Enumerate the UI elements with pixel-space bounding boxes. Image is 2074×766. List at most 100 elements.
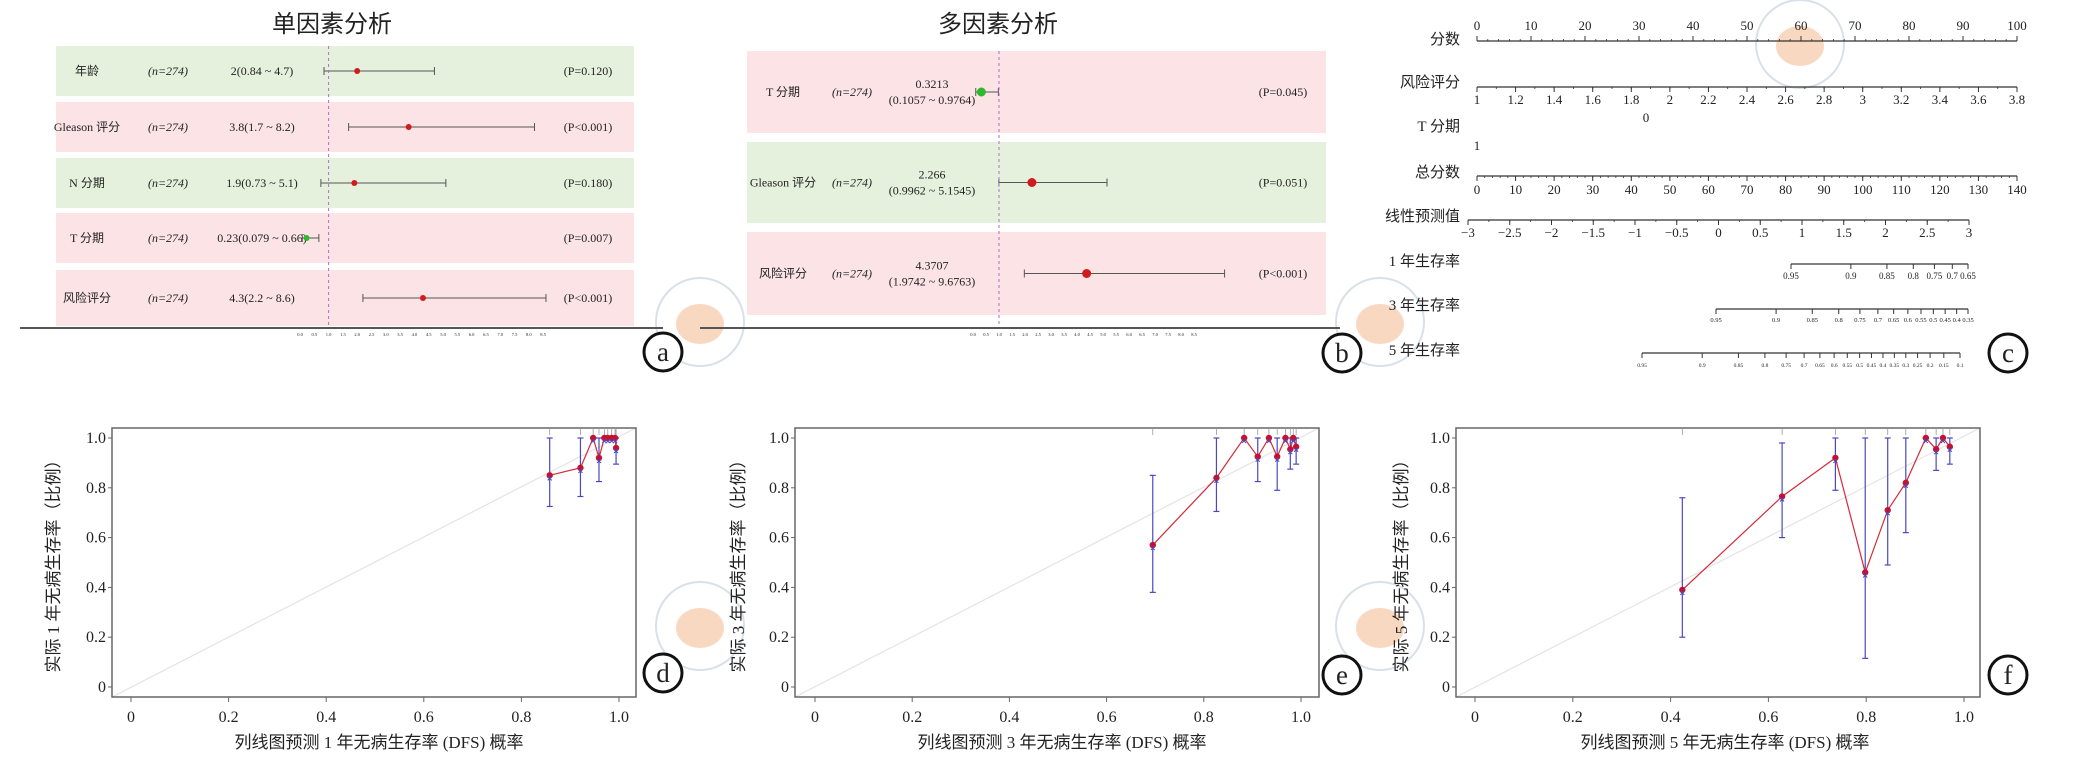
y-axis-label: 实际 3 年无病生存率（比例） <box>729 452 748 673</box>
nomogram-tick-label: 1.4 <box>1546 92 1563 107</box>
forest-axis-tick-label: 8.5 <box>540 332 546 337</box>
forest-row-ci: (0.1057 ~ 0.9764) <box>889 93 975 107</box>
y-tick-label: 0.4 <box>86 579 106 596</box>
seal-watermark-icon <box>1335 277 1425 367</box>
nomogram-tick-label: 0.95 <box>1783 271 1799 281</box>
forest-row-pvalue: (P=0.051) <box>1259 176 1307 190</box>
y-tick-label: 0.8 <box>769 480 789 497</box>
bias-corrected-marker <box>1947 447 1953 453</box>
nomogram-tick-label: 3.8 <box>2009 92 2025 107</box>
observed-point <box>612 444 620 452</box>
forest-row-n: (n=274) <box>148 64 188 78</box>
forest-axis-tick-label: 7.5 <box>512 332 518 337</box>
nomogram-tick-label: 0.55 <box>1842 363 1852 369</box>
bias-corrected-marker <box>1885 510 1891 516</box>
x-tick-label: 0.2 <box>219 709 239 726</box>
forest-row-label: Gleason 评分 <box>750 176 816 190</box>
nomogram-tick-label: 50 <box>1741 18 1754 33</box>
panel-label: d <box>656 658 670 688</box>
forest-axis-tick-label: 3.0 <box>383 332 389 337</box>
nomogram-tick-label: 0.65 <box>1888 317 1899 324</box>
forest-row-estimate: 2.266 <box>919 168 946 182</box>
nomogram-tick-label: 2.8 <box>1816 92 1832 107</box>
forest-axis-tick-label: 4.0 <box>412 332 418 337</box>
forest-axis-tick-label: 8.0 <box>526 332 532 337</box>
seal-map-shape <box>676 304 724 344</box>
observed-point <box>1149 541 1156 549</box>
panel-label-circle <box>1321 654 1363 696</box>
seal-watermark-icon <box>655 277 745 367</box>
forest-point <box>303 235 310 241</box>
forest-axis-tick-label: 1.5 <box>1009 332 1015 337</box>
bias-corrected-marker <box>1933 449 1939 455</box>
forest-row-n: (n=274) <box>148 231 188 245</box>
nomogram-tick-label: 0.95 <box>1637 363 1647 369</box>
forest-axis-tick-label: 0.0 <box>970 332 976 337</box>
forest-row-pvalue: (P<0.001) <box>564 291 612 305</box>
forest-axis-tick-label: 6.5 <box>1139 332 1145 337</box>
forest-row-estimate: 4.3(2.2 ~ 8.6) <box>229 291 294 305</box>
nomogram-tick-label: 1 <box>1799 225 1806 240</box>
observed-point <box>1213 474 1220 482</box>
nomogram-tick-label: 50 <box>1663 182 1676 197</box>
plot-frame <box>111 427 637 698</box>
y-tick-label: 0.8 <box>86 480 106 497</box>
forest-row-pvalue: (P<0.001) <box>564 120 612 134</box>
forest-axis-tick-label: 5.0 <box>440 332 446 337</box>
observed-point <box>1922 434 1930 442</box>
forest-axis-tick-label: 4.5 <box>1087 332 1093 337</box>
bias-corrected-marker <box>1287 449 1293 455</box>
x-tick-label: 0.4 <box>999 709 1019 726</box>
observed-point <box>611 434 619 442</box>
x-tick-label: 0.2 <box>902 709 922 726</box>
forest-axis-tick-label: 6.0 <box>1126 332 1132 337</box>
forest-axis-tick-label: 2.0 <box>1022 332 1028 337</box>
nomogram-tick-label: 70 <box>1849 18 1862 33</box>
forest-row-estimate: 3.8(1.7 ~ 8.2) <box>229 120 294 134</box>
forest-row-band <box>747 51 1326 133</box>
nomogram-tick-label: 0.9 <box>1699 363 1706 369</box>
nomogram-tick-label: 2.4 <box>1739 92 1756 107</box>
bias-corrected-marker <box>1779 497 1785 502</box>
nomogram-tick-label: 130 <box>1969 182 1989 197</box>
nomogram-tick-label: 140 <box>2007 182 2027 197</box>
nomogram-tick-label: 1 <box>1474 92 1481 107</box>
forest-axis-tick-label: 7.0 <box>1152 332 1158 337</box>
nomogram-tick-label: 0.25 <box>1913 363 1923 369</box>
nomogram-tick-label: 0.85 <box>1734 363 1744 369</box>
nomogram-tick-label: −2 <box>1545 225 1559 240</box>
nomogram-scale-label: 分数 <box>1430 31 1460 48</box>
y-axis-label: 实际 1 年无病生存率（比例） <box>44 452 63 673</box>
forest-point <box>1082 269 1092 278</box>
nomogram-tick-label: 0.5 <box>1856 363 1863 369</box>
seal-map-shape <box>1776 26 1824 66</box>
nomogram-tick-label: 0.5 <box>1929 317 1937 324</box>
forest-row-pvalue: (P=0.045) <box>1259 85 1307 99</box>
ideal-diagonal-line <box>794 427 1320 698</box>
observed-point <box>1240 434 1248 442</box>
nomogram-scale-label: 3 年生存率 <box>1389 297 1460 314</box>
seal-ring <box>1755 0 1845 89</box>
seal-ring <box>655 581 745 671</box>
forest-axis-tick-label: 7.5 <box>1165 332 1171 337</box>
forest-title: 多因素分析 <box>938 11 1058 38</box>
seal-watermark-icon <box>1335 581 1425 671</box>
observed-point <box>1282 434 1289 442</box>
forest-axis-tick-label: 0.5 <box>311 332 317 337</box>
ideal-diagonal-line <box>111 427 637 698</box>
nomogram-tick-label: 2 <box>1667 92 1674 107</box>
nomogram-tick-label: 3 <box>1966 225 1973 240</box>
forest-row-estimate: 4.3707 <box>916 259 949 273</box>
x-tick-label: 0 <box>1471 709 1479 726</box>
observed-point <box>1939 434 1947 442</box>
observed-point <box>1862 569 1869 576</box>
y-tick-label: 0.4 <box>769 579 789 596</box>
nomogram-tick-label: 0 <box>1715 225 1722 240</box>
nomogram-tick-label: 0.7 <box>1874 317 1883 324</box>
nomogram-scale-label: T 分期 <box>1417 118 1460 135</box>
observed-point <box>1832 454 1839 462</box>
x-axis-label: 列线图预测 1 年无病生存率 (DFS) 概率 <box>234 733 523 752</box>
x-tick-label: 0.6 <box>1097 709 1117 726</box>
forest-row-band <box>56 213 634 263</box>
